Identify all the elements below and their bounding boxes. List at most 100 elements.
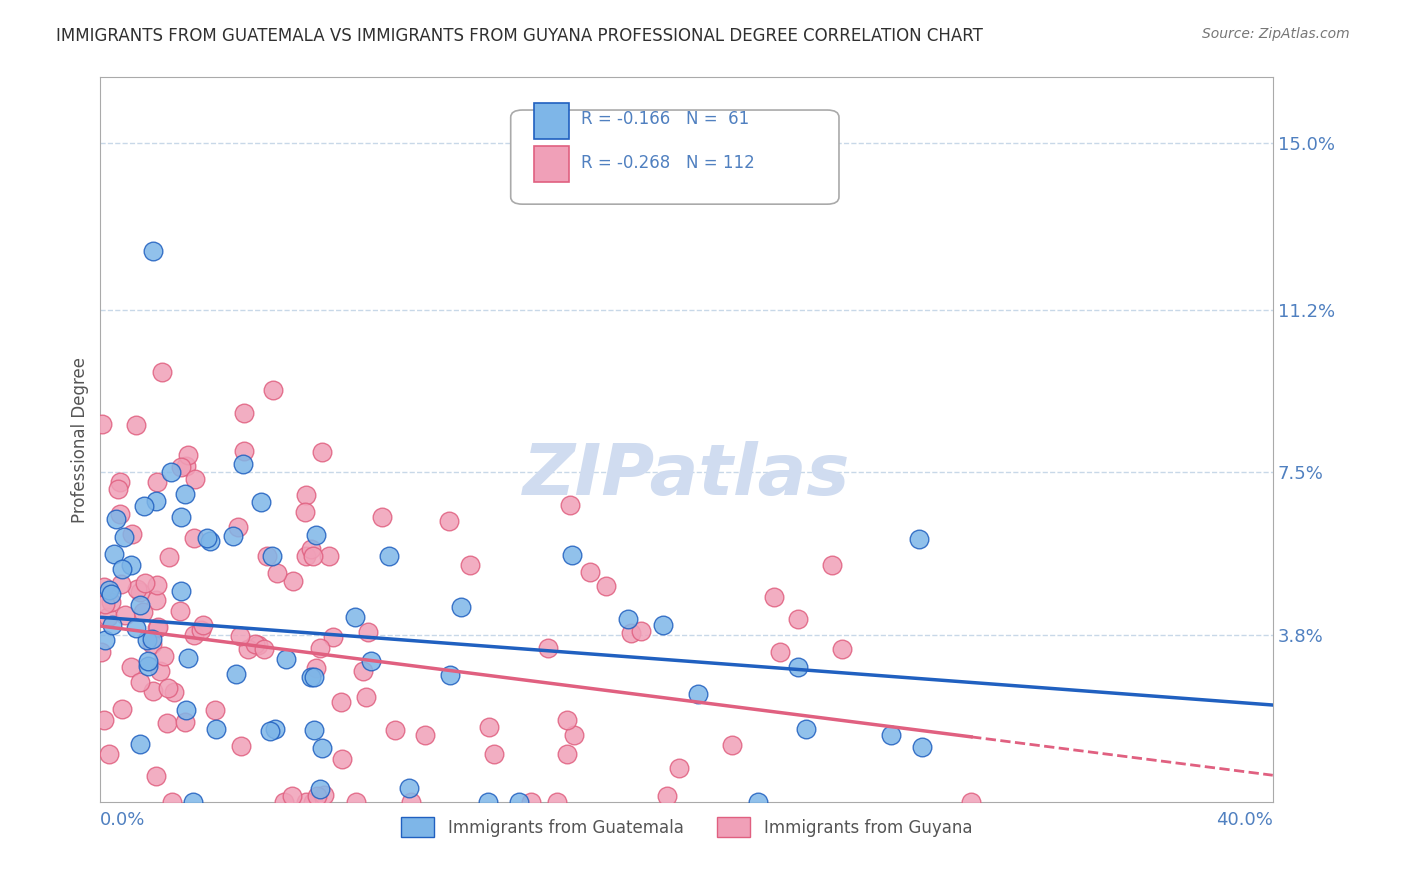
Immigrants from Guatemala	[688, 687, 710, 701]
Immigrants from Guatemala	[114, 531, 136, 545]
Text: R = -0.268   N = 112: R = -0.268 N = 112	[581, 154, 755, 172]
Legend: Immigrants from Guatemala, Immigrants from Guyana: Immigrants from Guatemala, Immigrants fr…	[394, 810, 979, 844]
Immigrants from Guyana	[228, 629, 250, 643]
Immigrants from Guyana	[266, 566, 288, 581]
Immigrants from Guyana	[121, 527, 143, 541]
Immigrants from Guyana	[142, 684, 165, 698]
Immigrants from Guyana	[595, 579, 617, 593]
Immigrants from Guyana	[330, 695, 353, 709]
Immigrants from Guatemala	[111, 562, 134, 576]
Immigrants from Guatemala	[129, 599, 152, 613]
Immigrants from Guyana	[769, 645, 792, 659]
Immigrants from Guyana	[555, 747, 578, 762]
Immigrants from Guatemala	[232, 457, 254, 471]
Immigrants from Guyana	[183, 531, 205, 545]
Immigrants from Guatemala	[262, 549, 284, 564]
Immigrants from Guyana	[413, 728, 436, 742]
Immigrants from Guatemala	[908, 532, 931, 546]
Immigrants from Guyana	[160, 795, 183, 809]
Immigrants from Guyana	[177, 448, 200, 462]
Immigrants from Guatemala	[100, 587, 122, 601]
Immigrants from Guyana	[170, 460, 193, 475]
Immigrants from Guyana	[141, 637, 163, 651]
Immigrants from Guyana	[252, 642, 274, 657]
Immigrants from Guyana	[100, 595, 122, 609]
Immigrants from Guatemala	[195, 531, 218, 545]
Immigrants from Guatemala	[274, 652, 297, 666]
Immigrants from Guyana	[299, 542, 322, 557]
Immigrants from Guyana	[125, 418, 148, 433]
FancyBboxPatch shape	[510, 110, 839, 204]
Immigrants from Guyana	[787, 612, 810, 626]
Immigrants from Guatemala	[786, 660, 808, 674]
Immigrants from Guyana	[305, 789, 328, 803]
Immigrants from Guyana	[97, 747, 120, 761]
Immigrants from Guatemala	[305, 528, 328, 542]
Immigrants from Guyana	[295, 487, 318, 501]
Immigrants from Guyana	[356, 624, 378, 639]
Immigrants from Guatemala	[302, 670, 325, 684]
Immigrants from Guatemala	[136, 658, 159, 673]
Immigrants from Guyana	[579, 566, 602, 580]
Immigrants from Guatemala	[103, 548, 125, 562]
Immigrants from Guyana	[156, 716, 179, 731]
Immigrants from Guatemala	[378, 549, 401, 563]
Immigrants from Guyana	[295, 795, 318, 809]
Immigrants from Guyana	[243, 637, 266, 651]
Immigrants from Guyana	[156, 681, 179, 695]
Immigrants from Guyana	[128, 584, 150, 599]
Immigrants from Guatemala	[204, 723, 226, 737]
Immigrants from Guyana	[371, 509, 394, 524]
Immigrants from Guyana	[226, 519, 249, 533]
Immigrants from Guatemala	[120, 558, 142, 572]
Immigrants from Guyana	[312, 788, 335, 802]
Immigrants from Guyana	[309, 640, 332, 655]
Immigrants from Guatemala	[105, 512, 128, 526]
Immigrants from Guyana	[537, 641, 560, 656]
Immigrants from Guyana	[294, 505, 316, 519]
Immigrants from Guatemala	[222, 528, 245, 542]
Immigrants from Guyana	[108, 475, 131, 490]
Immigrants from Guatemala	[181, 795, 204, 809]
Immigrants from Guyana	[183, 628, 205, 642]
Immigrants from Guyana	[280, 789, 302, 803]
Immigrants from Guyana	[107, 483, 129, 497]
Immigrants from Guyana	[273, 795, 295, 809]
Text: ZIPatlas: ZIPatlas	[523, 442, 851, 510]
Immigrants from Guyana	[668, 761, 690, 775]
Immigrants from Guyana	[304, 660, 326, 674]
Immigrants from Guyana	[114, 608, 136, 623]
Immigrants from Guatemala	[344, 610, 367, 624]
Immigrants from Guyana	[204, 703, 226, 717]
Immigrants from Guatemala	[911, 740, 934, 755]
Immigrants from Guyana	[146, 475, 169, 489]
Immigrants from Guatemala	[159, 465, 181, 479]
Immigrants from Guatemala	[652, 618, 675, 632]
Immigrants from Guyana	[97, 610, 120, 624]
Immigrants from Guyana	[131, 605, 153, 619]
Immigrants from Guyana	[354, 690, 377, 704]
Immigrants from Guyana	[174, 458, 197, 473]
Immigrants from Guatemala	[129, 737, 152, 751]
Immigrants from Guyana	[477, 719, 499, 733]
Immigrants from Guyana	[146, 620, 169, 634]
Immigrants from Guyana	[762, 590, 785, 604]
Immigrants from Guyana	[562, 728, 585, 742]
Immigrants from Guyana	[960, 795, 983, 809]
Text: Source: ZipAtlas.com: Source: ZipAtlas.com	[1202, 27, 1350, 41]
Immigrants from Guatemala	[100, 617, 122, 632]
Immigrants from Guatemala	[124, 621, 146, 635]
Immigrants from Guatemala	[747, 795, 769, 809]
Immigrants from Guyana	[232, 443, 254, 458]
Immigrants from Guatemala	[299, 670, 322, 684]
Immigrants from Guatemala	[145, 493, 167, 508]
Immigrants from Guyana	[655, 789, 678, 803]
Immigrants from Guyana	[294, 549, 316, 564]
Immigrants from Guyana	[191, 618, 214, 632]
Text: IMMIGRANTS FROM GUATEMALA VS IMMIGRANTS FROM GUYANA PROFESSIONAL DEGREE CORRELAT: IMMIGRANTS FROM GUATEMALA VS IMMIGRANTS …	[56, 27, 983, 45]
Immigrants from Guatemala	[794, 722, 817, 736]
FancyBboxPatch shape	[534, 146, 569, 183]
Immigrants from Guatemala	[308, 782, 330, 797]
Text: 0.0%: 0.0%	[100, 811, 146, 829]
Immigrants from Guyana	[152, 649, 174, 664]
